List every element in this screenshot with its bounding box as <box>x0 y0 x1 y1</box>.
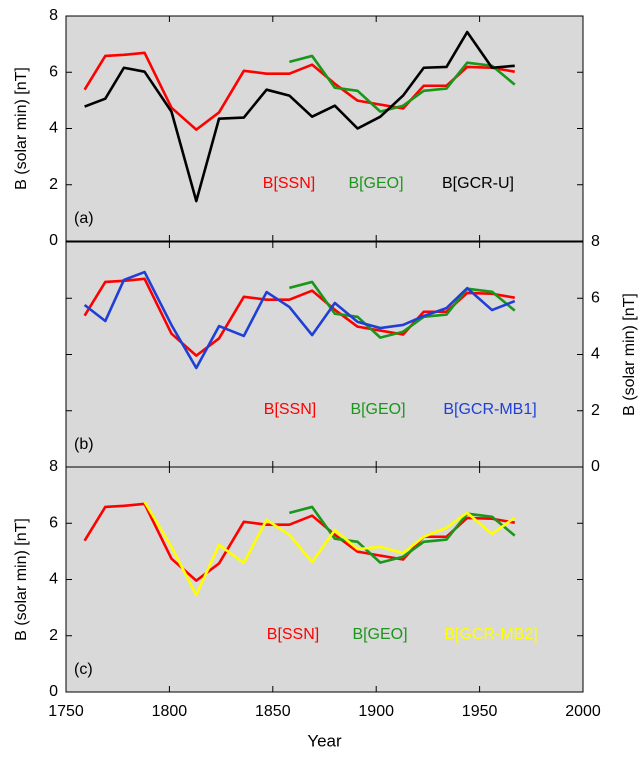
y2-tick-label: 4 <box>591 346 600 363</box>
panel-label: (a) <box>74 210 94 227</box>
plot-frame <box>65 15 584 242</box>
x-tick-label: 1750 <box>48 703 84 720</box>
series-line <box>83 51 515 131</box>
legend-entry: B[GEO] <box>348 175 403 192</box>
y-tick-label: 4 <box>49 120 58 137</box>
plot-frame <box>65 466 584 693</box>
y-tick-label: 8 <box>49 7 58 24</box>
legend-entry: B[GEO] <box>352 626 407 643</box>
plot-background <box>66 242 583 467</box>
series-line <box>289 54 516 113</box>
x-tick-label: 1850 <box>255 703 291 720</box>
plot-background <box>66 16 583 241</box>
plot-background <box>66 467 583 692</box>
y-tick-label: 6 <box>49 63 58 80</box>
y2-tick-label: 2 <box>591 402 600 419</box>
x-tick-label: 1800 <box>152 703 188 720</box>
series-line <box>84 30 515 203</box>
legend-entry: B[SSN] <box>267 626 319 643</box>
legend-entry: B[SSN] <box>264 401 316 418</box>
x-tick-label: 1900 <box>358 703 394 720</box>
y2-tick-label: 6 <box>591 289 600 306</box>
series-line <box>83 502 515 582</box>
y2-tick-label: 8 <box>591 233 600 250</box>
legend-entry: B[SSN] <box>263 175 315 192</box>
y-tick-label: 6 <box>49 514 58 531</box>
y2-tick-label: 0 <box>591 458 600 475</box>
x-tick-label: 2000 <box>565 703 601 720</box>
y-axis-label: B (solar min) [nT] <box>13 67 30 190</box>
x-axis-label: Year <box>307 731 342 750</box>
y-tick-label: 0 <box>49 683 58 700</box>
panel-label: (b) <box>74 436 94 453</box>
y-tick-label: 0 <box>49 232 58 249</box>
series-line <box>83 270 516 370</box>
series-line <box>289 280 516 339</box>
series-line <box>289 505 516 564</box>
legend-entry: B[GEO] <box>350 401 405 418</box>
y-axis-label: B (solar min) [nT] <box>13 518 30 641</box>
y-tick-label: 8 <box>49 458 58 475</box>
y-tick-label: 2 <box>49 627 58 644</box>
y-tick-label: 4 <box>49 571 58 588</box>
x-tick-label: 1950 <box>462 703 498 720</box>
series-line <box>83 277 515 357</box>
y2-axis-label: B (solar min) [nT] <box>621 293 638 416</box>
legend-entry: B[GCR-U] <box>442 175 514 192</box>
y-tick-label: 2 <box>49 176 58 193</box>
legend-entry: B[GCR-MB2] <box>444 626 537 643</box>
legend-entry: B[GCR-MB1] <box>443 401 536 418</box>
panel-label: (c) <box>74 661 93 678</box>
series-line <box>143 501 516 597</box>
